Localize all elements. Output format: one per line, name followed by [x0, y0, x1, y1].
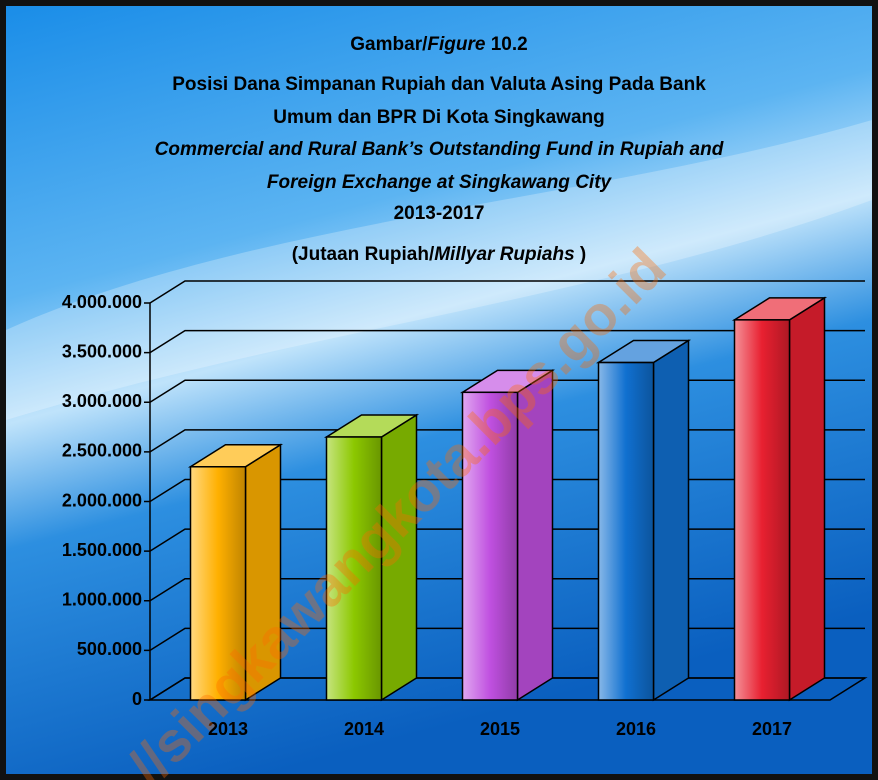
bar-side [788, 296, 826, 702]
title-line: 2013-2017 [394, 203, 485, 224]
bar [461, 391, 519, 701]
y-tick-label: 3.000.000 [62, 391, 142, 411]
title-segment: Commercial and Rural Bank’s Outstanding … [155, 139, 724, 160]
y-tick-label: 500.000 [77, 639, 142, 659]
y-tick-label: 3.500.000 [62, 341, 142, 361]
bar [325, 436, 383, 701]
title-segment: Gambar/ [350, 34, 428, 55]
x-tick-label: 2016 [616, 719, 656, 739]
title-segment: ) [575, 244, 587, 265]
x-tick-label: 2013 [208, 719, 248, 739]
title-segment: Figure [427, 34, 485, 55]
bar [733, 319, 791, 701]
title-segment: Umum dan BPR Di Kota Singkawang [273, 107, 604, 128]
title-line: Umum dan BPR Di Kota Singkawang [273, 107, 604, 128]
y-tick-label: 1.500.000 [62, 540, 142, 560]
title-line: Foreign Exchange at Singkawang City [267, 172, 613, 193]
grid-line [149, 329, 865, 354]
bar-side [652, 339, 690, 702]
title-line: (Jutaan Rupiah/Millyar Rupiahs ) [292, 244, 587, 265]
title-segment: (Jutaan Rupiah/ [292, 244, 435, 265]
x-tick-label: 2017 [752, 719, 792, 739]
title-segment: Foreign Exchange at Singkawang City [267, 172, 613, 193]
title-segment: Posisi Dana Simpanan Rupiah dan Valuta A… [172, 74, 706, 95]
title-segment: Millyar Rupiahs [434, 244, 574, 265]
title-segment: 10.2 [485, 34, 527, 55]
bar [189, 466, 247, 701]
x-tick-label: 2015 [480, 719, 520, 739]
title-line: Posisi Dana Simpanan Rupiah dan Valuta A… [172, 74, 706, 95]
background-swoosh [6, 120, 872, 420]
y-tick-label: 2.500.000 [62, 441, 142, 461]
y-tick-label: 2.000.000 [62, 490, 142, 510]
bar [597, 361, 655, 701]
y-tick-label: 0 [132, 689, 142, 709]
y-tick-label: 1.000.000 [62, 590, 142, 610]
title-line: Gambar/Figure 10.2 [350, 34, 527, 55]
title-line: Commercial and Rural Bank’s Outstanding … [155, 139, 724, 160]
x-tick-label: 2014 [344, 719, 384, 739]
grid-line [149, 280, 865, 304]
title-segment: 2013-2017 [394, 203, 485, 224]
y-tick-label: 4.000.000 [62, 292, 142, 312]
